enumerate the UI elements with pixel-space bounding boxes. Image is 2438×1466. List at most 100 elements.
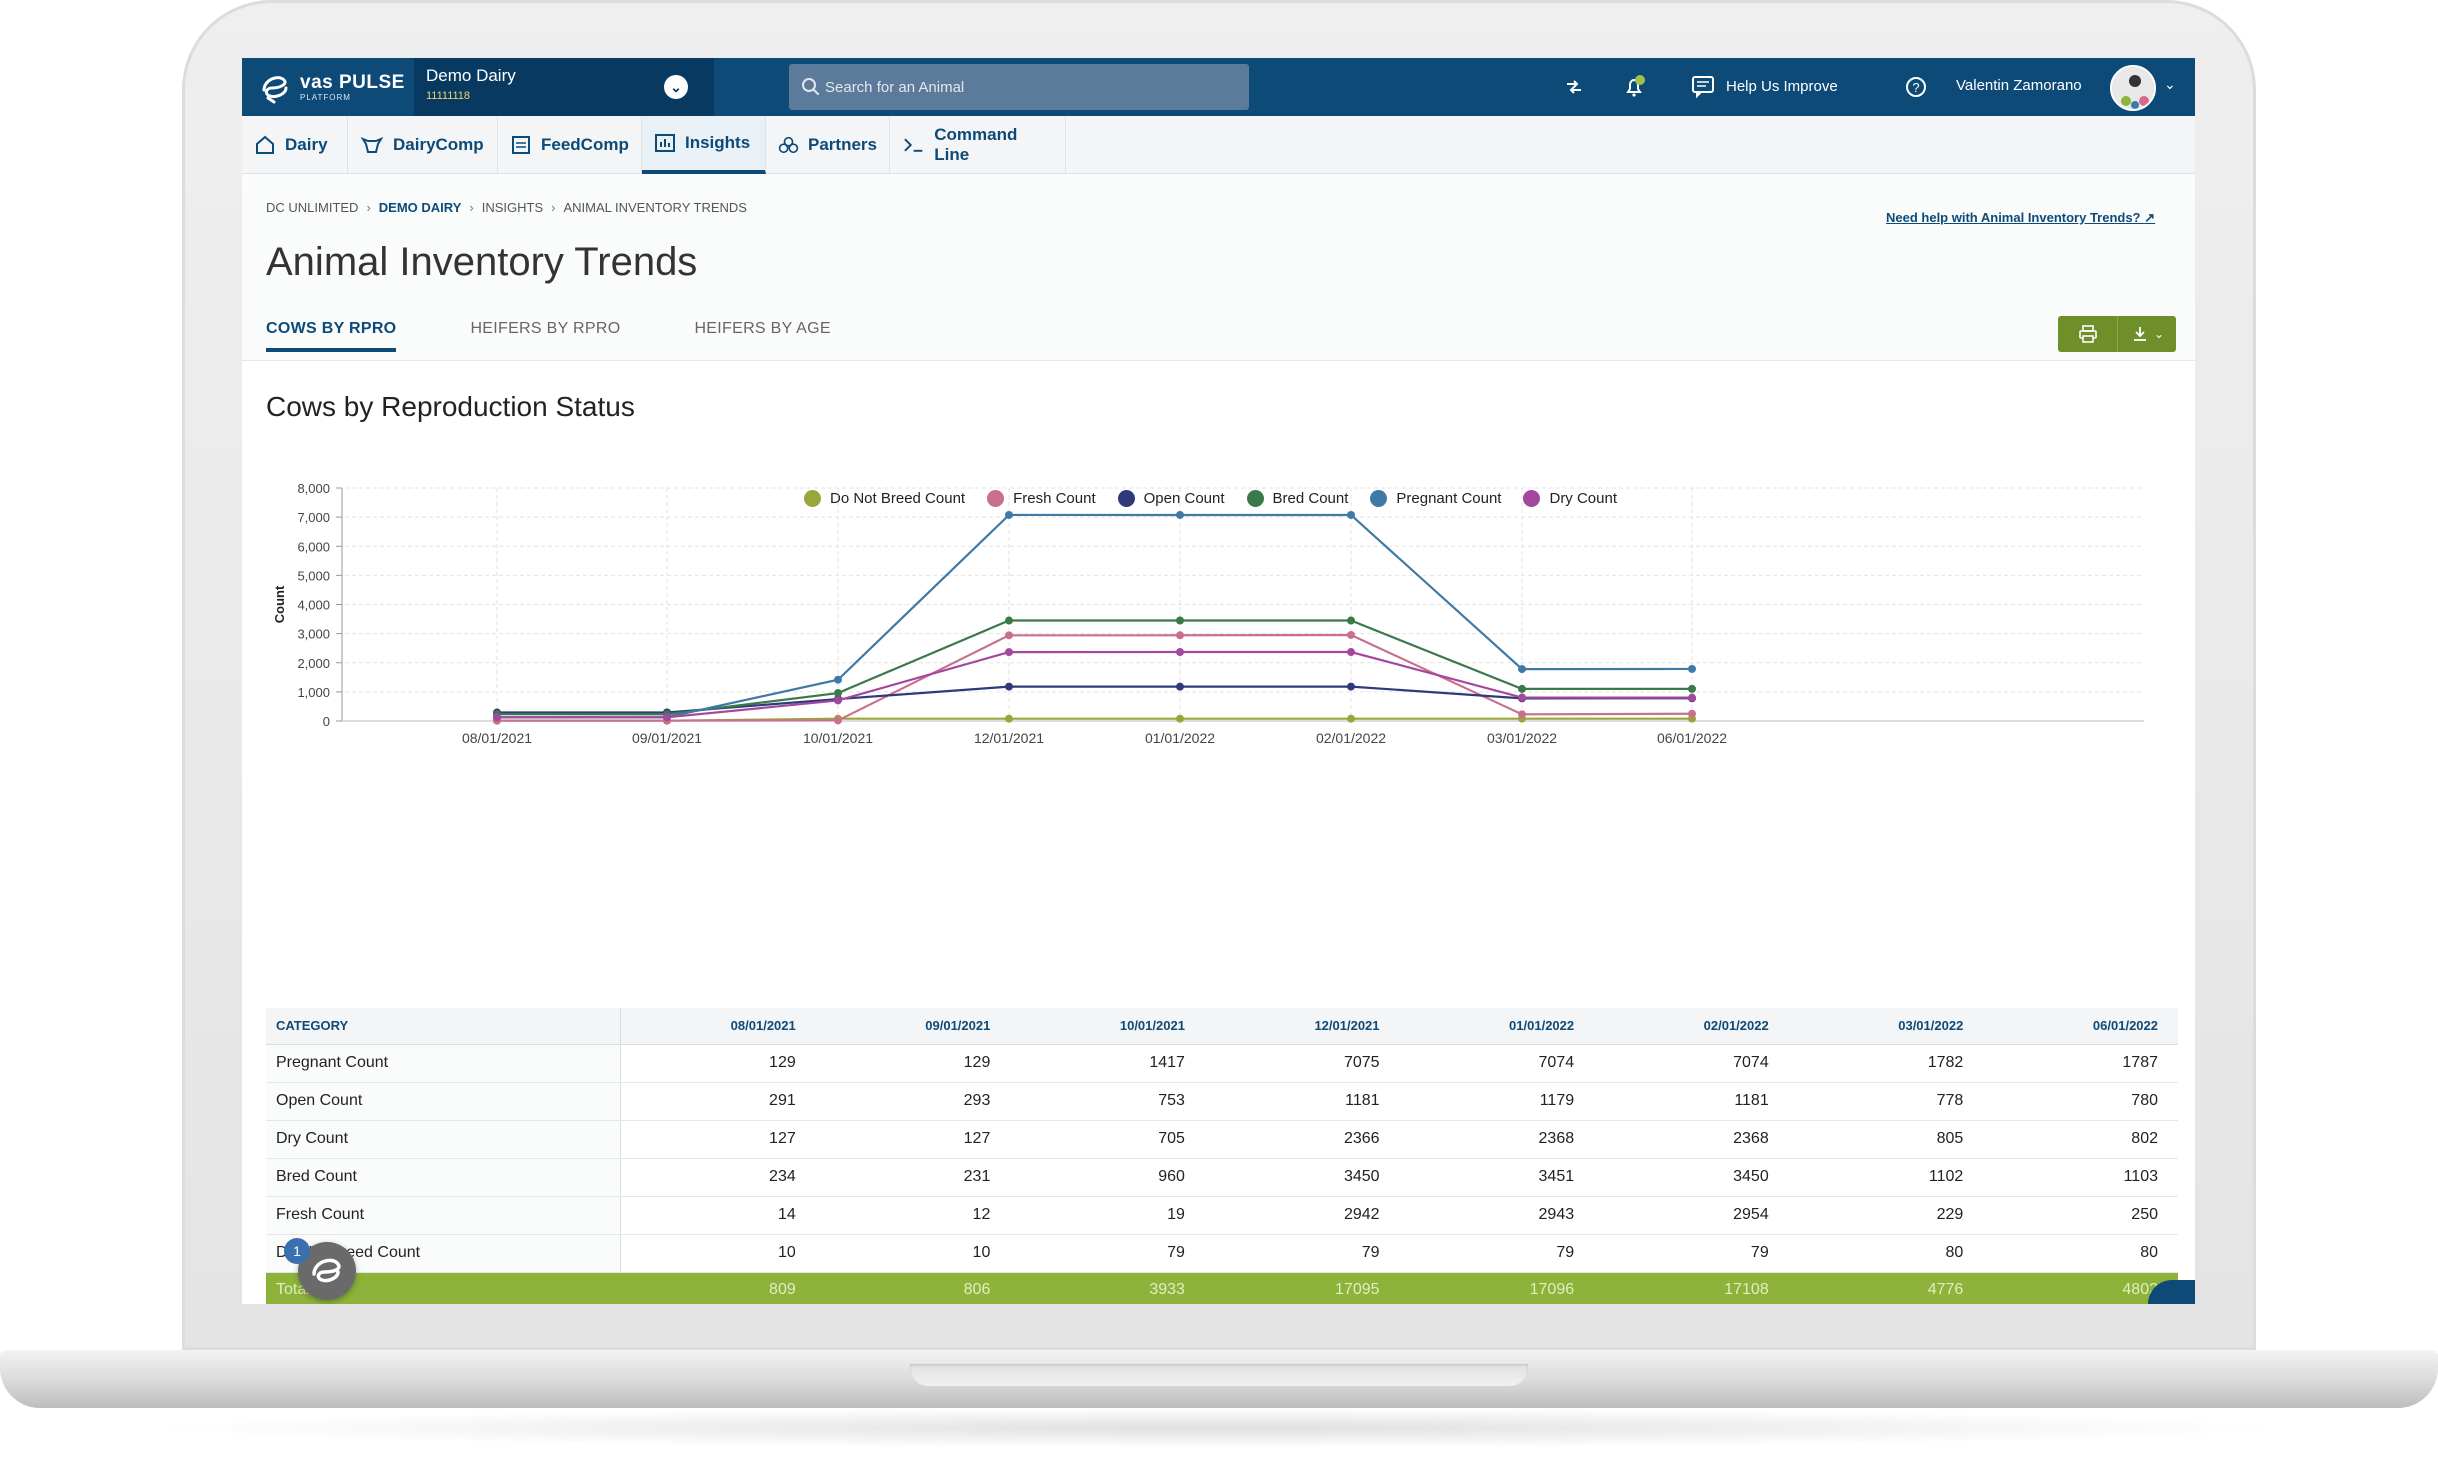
chevron-down-icon: ⌄ [2153, 327, 2165, 341]
y-tick-label: 3,000 [297, 627, 330, 642]
table-header-date[interactable]: 01/01/2022 [1399, 1008, 1595, 1045]
breadcrumb-item[interactable]: DEMO DAIRY [378, 200, 462, 215]
table-cell: 3450 [1594, 1158, 1789, 1197]
data-point [834, 716, 842, 725]
tab-heifers-by-age[interactable]: HEIFERS BY AGE [694, 320, 831, 337]
table-cell: 1103 [1983, 1158, 2178, 1197]
table-cell: 1181 [1594, 1082, 1789, 1121]
y-tick-label: 5,000 [297, 568, 330, 583]
legend-item[interactable]: Bred Count [1246, 490, 1348, 507]
chart-icon [655, 134, 675, 152]
legend-dot [1246, 490, 1264, 507]
y-tick-label: 4,000 [297, 598, 330, 613]
breadcrumb-item[interactable]: DC UNLIMITED [266, 200, 359, 215]
data-point [1176, 648, 1184, 657]
x-tick-label: 02/01/2022 [1316, 730, 1386, 746]
table-header-date[interactable]: 03/01/2022 [1788, 1008, 1984, 1045]
table-cell: 17095 [1204, 1272, 1400, 1304]
x-tick-label: 06/01/2022 [1657, 730, 1727, 746]
table-header-date[interactable]: 08/01/2021 [620, 1008, 816, 1045]
tab-heifers-by-rpro[interactable]: HEIFERS BY RPRO [470, 320, 621, 337]
home-icon [256, 135, 274, 154]
table-row: Dry Count 127 127 705 2366 2368 2368 805 802 [266, 1120, 2178, 1159]
legend-item[interactable]: Pregnant Count [1370, 490, 1501, 507]
table-header-date[interactable]: 09/01/2021 [815, 1008, 1011, 1045]
search-input[interactable]: Search for an Animal [789, 64, 1249, 110]
help-improve-button[interactable]: Help Us Improve [1690, 73, 1838, 99]
table-header-row: CATEGORY 08/01/2021 09/01/2021 10/01/2021 1… [266, 1008, 2178, 1045]
legend-item[interactable]: Fresh Count [987, 490, 1096, 507]
nav-item-partners[interactable]: Partners [766, 116, 890, 174]
user-name[interactable]: Valentin Zamorano [1956, 77, 2082, 94]
data-point [1347, 648, 1355, 657]
nav-item-label: Insights [685, 133, 751, 152]
breadcrumb-item[interactable]: INSIGHTS [481, 200, 544, 215]
export-actions: ⌄ [2058, 316, 2176, 352]
breadcrumb: DC UNLIMITED › DEMO DAIRY › INSIGHTS › A… [266, 200, 747, 215]
data-point [1347, 616, 1355, 625]
chat-badge: 1 [284, 1238, 310, 1264]
table-cell: 129 [815, 1044, 1011, 1083]
table-header-date[interactable]: 10/01/2021 [1010, 1008, 1205, 1045]
y-axis-label: Count [272, 585, 287, 623]
subtabs: COWS BY RPRO HEIFERS BY RPRO HEIFERS BY … [266, 320, 905, 352]
nav-item-dairycomp[interactable]: DairyComp [348, 116, 498, 174]
table-cell: 79 [1010, 1234, 1205, 1273]
nav-item-label: Command Line [934, 125, 1018, 164]
download-button[interactable]: ⌄ [2117, 316, 2176, 352]
table-header-date[interactable]: 12/01/2021 [1204, 1008, 1400, 1045]
data-point [1688, 709, 1696, 718]
logo-title: vas PULSE [300, 71, 405, 93]
data-point [1518, 710, 1526, 719]
data-point [1176, 510, 1184, 519]
x-tick-label: 09/01/2021 [632, 730, 702, 746]
nav-item-dairy[interactable]: Dairy [242, 116, 348, 174]
y-tick-label: 8,000 [297, 481, 330, 496]
table-cell: 806 [815, 1272, 1011, 1304]
legend-item[interactable]: Dry Count [1523, 490, 1617, 507]
nav-item-command-line[interactable]: Command Line [890, 116, 1066, 174]
data-point [1518, 693, 1526, 702]
avatar[interactable] [2110, 65, 2156, 111]
y-tick-label: 6,000 [297, 539, 330, 554]
legend-label: Do Not Breed Count [830, 490, 966, 507]
user-menu-chevron-icon[interactable]: ⌄ [2164, 76, 2176, 92]
series-line-dry-count [497, 650, 1693, 719]
legend-label: Open Count [1143, 490, 1225, 507]
legend-item[interactable]: Do Not Breed Count [804, 490, 965, 507]
table-cell: 1787 [1983, 1044, 2178, 1083]
dairy-selector[interactable]: Demo Dairy 11111118 ⌄ [414, 58, 714, 116]
nav-item-insights[interactable]: Insights [642, 116, 766, 174]
print-button[interactable] [2058, 316, 2117, 352]
chart-title: Cows by Reproduction Status [266, 391, 635, 422]
help-link[interactable]: Need help with Animal Inventory Trends? … [1886, 210, 2155, 226]
tab-cows-by-rpro[interactable]: COWS BY RPRO [266, 320, 397, 352]
table-cell: 79 [1594, 1234, 1789, 1273]
table-cell: 1181 [1204, 1082, 1400, 1121]
legend-item[interactable]: Open Count [1117, 490, 1225, 507]
series-line-pregnant-count [497, 513, 1693, 719]
legend-label: Dry Count [1549, 490, 1618, 507]
data-point [1688, 664, 1696, 673]
sync-arrows-icon[interactable] [1562, 75, 1586, 99]
table-cell: 80 [1983, 1234, 2178, 1273]
bell-icon[interactable] [1622, 75, 1646, 99]
logo-subtitle: PLATFORM [300, 92, 351, 102]
app-logo[interactable]: vas PULSE PLATFORM [258, 66, 408, 108]
table-cell: 10 [815, 1234, 1011, 1273]
legend-label: Pregnant Count [1396, 490, 1502, 507]
question-icon[interactable]: ? [1904, 75, 1928, 99]
chevron-down-icon[interactable]: ⌄ [664, 75, 688, 99]
table-cell: 129 [620, 1044, 816, 1083]
help-improve-label: Help Us Improve [1726, 77, 1838, 95]
data-point [1176, 714, 1184, 723]
table-header-date[interactable]: 06/01/2022 [1983, 1008, 2178, 1045]
data-table: CATEGORY 08/01/2021 09/01/2021 10/01/2021 1… [266, 1008, 2178, 1304]
table-total-row: Total 809 806 3933 17095 17096 17108 4776 4802 [266, 1272, 2178, 1304]
table-header-date[interactable]: 02/01/2022 [1594, 1008, 1789, 1045]
table-header-category[interactable]: CATEGORY [266, 1008, 621, 1045]
nav-item-feedcomp[interactable]: FeedComp [498, 116, 642, 174]
y-tick-label: 0 [323, 714, 330, 729]
dairy-name: Demo Dairy [426, 66, 516, 85]
